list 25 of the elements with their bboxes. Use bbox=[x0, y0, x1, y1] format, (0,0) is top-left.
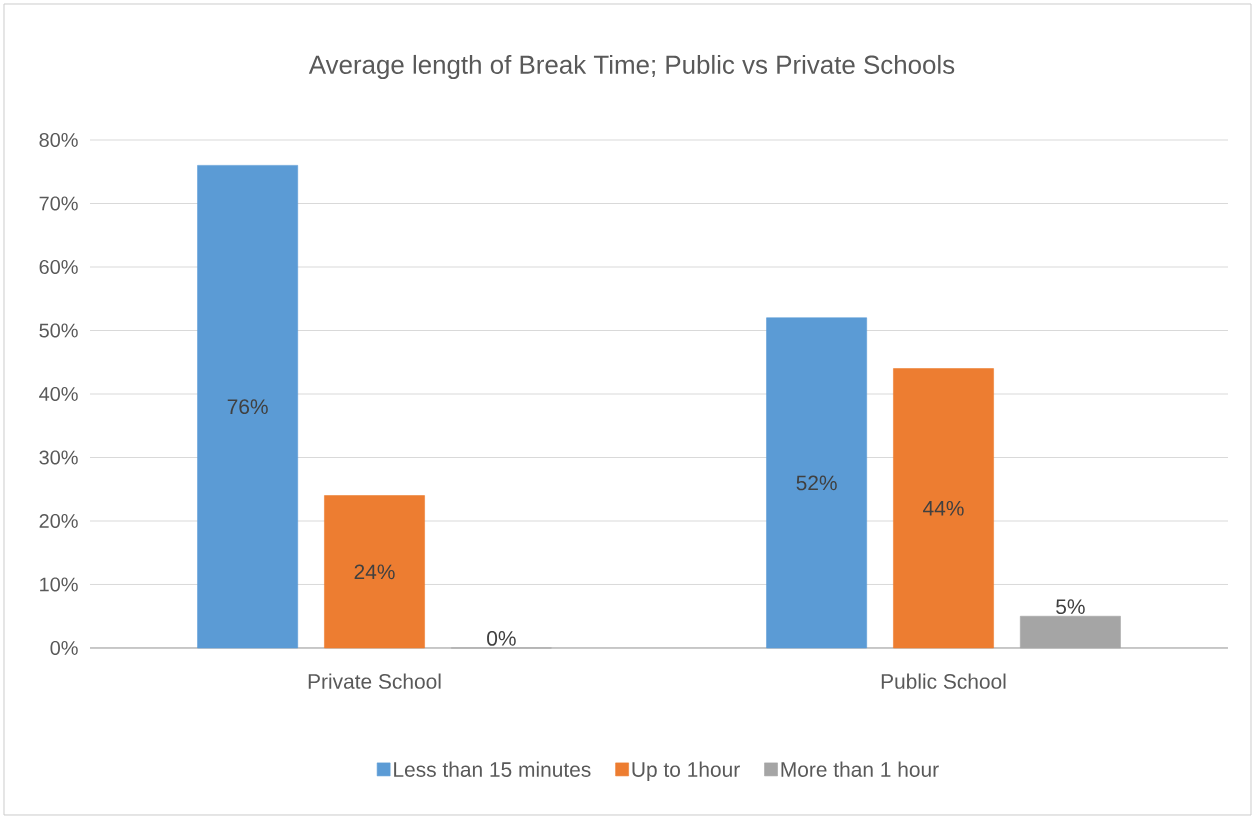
data-label: 44% bbox=[923, 500, 964, 516]
legend-label: Up to 1hour bbox=[632, 761, 740, 782]
x-tick-label: Public School bbox=[881, 673, 1006, 689]
bar bbox=[197, 165, 298, 649]
y-tick-label: 60% bbox=[39, 259, 78, 275]
y-tick-label: 80% bbox=[39, 132, 78, 148]
chart-title: Average length of Break Time; Public vs Private Schools bbox=[308, 54, 955, 80]
y-tick-label: 20% bbox=[39, 513, 78, 529]
data-label: 76% bbox=[227, 399, 268, 415]
y-tick-label: 30% bbox=[39, 450, 78, 465]
y-tick-label: 0% bbox=[50, 640, 78, 656]
x-tick-label: Private School bbox=[308, 673, 441, 689]
y-tick-label: 70% bbox=[39, 196, 78, 211]
bar bbox=[893, 368, 994, 649]
data-label: 24% bbox=[354, 564, 395, 580]
legend-label: More than 1 hour bbox=[781, 761, 939, 777]
y-tick-label: 50% bbox=[39, 323, 78, 338]
data-label: 5% bbox=[1056, 599, 1085, 615]
bar bbox=[766, 317, 867, 649]
y-tick-label: 10% bbox=[40, 577, 78, 592]
data-label: 0% bbox=[487, 630, 516, 646]
bar bbox=[324, 495, 425, 649]
y-tick-label: 40% bbox=[39, 386, 78, 402]
legend-label: Less than 15 minutes bbox=[394, 761, 591, 777]
data-label: 52% bbox=[796, 475, 837, 491]
